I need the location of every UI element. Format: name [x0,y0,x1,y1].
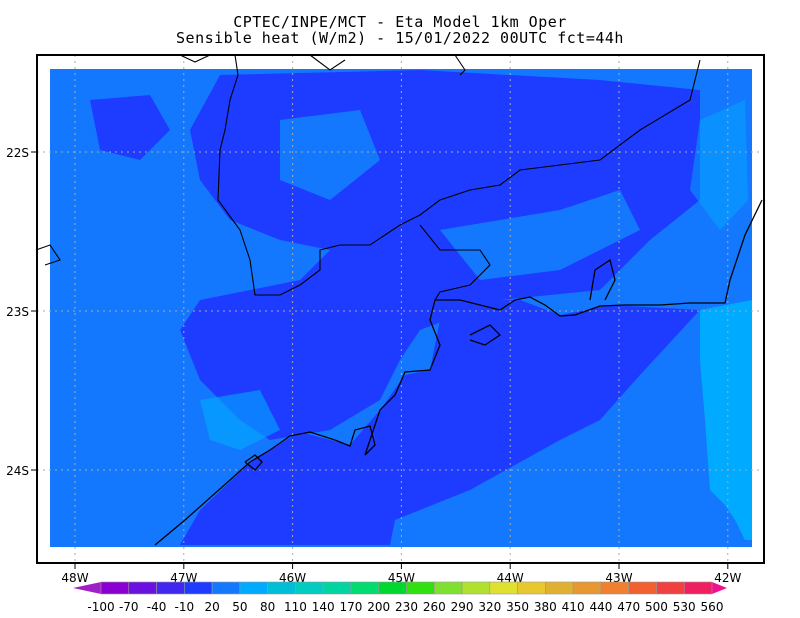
colorbar-label: 470 [617,600,640,614]
colorbar-under-triangle [73,582,101,594]
colorbar-label: 350 [506,600,529,614]
field-cyan-ne [690,100,748,230]
lon-tick-label: 47W [170,571,197,585]
axis-ticks: 48W 47W 46W 45W 44W 43W 42W 22S 23S 24S [6,146,741,585]
colorbar-box [322,581,352,595]
field-cyan-sw [200,390,280,450]
colorbar-box [545,581,574,595]
lon-tick-label: 48W [61,571,88,585]
title-line-2: Sensible heat (W/m2) - 15/01/2022 00UTC … [176,29,624,47]
colorbar-label: 320 [478,600,501,614]
state-borders [35,54,701,301]
colorbar-label: 560 [701,600,724,614]
colorbar-box [350,581,380,595]
colorbar-label: 440 [589,600,612,614]
lon-tick-label: 44W [497,571,524,585]
colorbar-box [378,581,407,595]
colorbar-label: 380 [534,600,557,614]
field-cyan-strip [700,300,752,540]
colorbar-box [461,581,491,595]
lat-tick-label: 24S [6,464,29,478]
colorbar: -100 -70 -40 -10 20 50 80 110 140 170 200 230 260 290… [73,581,727,614]
colorbar-box [156,581,185,595]
colorbar-label: -70 [119,600,139,614]
colorbar-box [295,581,324,595]
colorbar-label: -40 [147,600,167,614]
field-light-patch-2 [440,190,640,280]
colorbar-label: 530 [673,600,696,614]
lat-tick-label: 22S [6,146,29,160]
grid-lines [37,55,764,563]
colorbar-box [184,581,213,595]
colorbar-label: 200 [367,600,390,614]
colorbar-box [517,581,546,595]
colorbar-label: 20 [204,600,219,614]
colorbar-label: -100 [87,600,114,614]
colorbar-label: 170 [340,600,363,614]
field-dark-nw [90,95,170,160]
colorbar-box [656,581,685,595]
colorbar-label: 230 [395,600,418,614]
lon-tick-label: 45W [388,571,415,585]
colorbar-box [433,581,463,595]
colorbar-label: 110 [284,600,307,614]
lon-tick-label: 42W [714,571,741,585]
colorbar-label: 410 [562,600,585,614]
field-dark-ocean [180,300,700,545]
colorbar-box [683,581,713,595]
colorbar-label: 500 [645,600,668,614]
colorbar-box [628,581,657,595]
colorbar-box [489,581,518,595]
colorbar-box [406,581,435,595]
sensible-heat-field [50,69,752,547]
coastline [154,199,763,546]
colorbar-label: 80 [260,600,275,614]
colorbar-label: 260 [423,600,446,614]
colorbar-box [600,581,629,595]
lon-tick-label: 46W [279,571,306,585]
colorbar-label: 140 [312,600,335,614]
colorbar-label: -10 [175,600,195,614]
colorbar-box [572,581,602,595]
colorbar-box [128,581,157,595]
title-line-1: CPTEC/INPE/MCT - Eta Model 1km Oper [233,13,567,31]
colorbar-box [100,581,130,595]
lat-tick-label: 23S [6,305,29,319]
colorbar-box [211,581,241,595]
colorbar-label: 50 [232,600,247,614]
field-light-patch [280,110,380,200]
colorbar-label: 290 [451,600,474,614]
colorbar-over-triangle [712,582,727,594]
map-frame [36,54,765,564]
lon-tick-label: 43W [605,571,632,585]
colorbar-box [267,581,296,595]
colorbar-box [239,581,268,595]
